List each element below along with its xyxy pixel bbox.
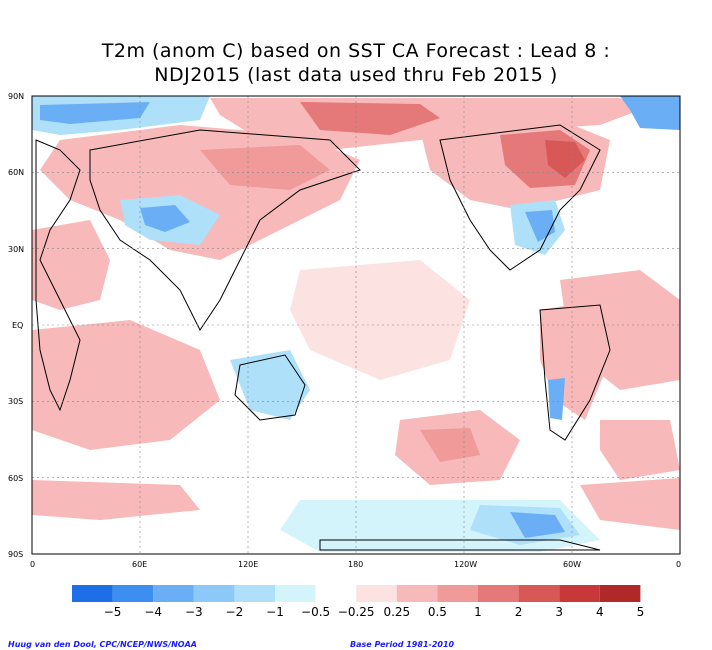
antarctic-cold-max [510, 512, 565, 538]
legend-label: −2 [226, 605, 244, 619]
legend-label: −0.25 [338, 605, 375, 619]
legend-swatch [234, 585, 275, 602]
map-plot-area [31, 95, 681, 555]
legend-swatch [153, 585, 194, 602]
legend-label: 3 [555, 605, 563, 619]
siberia-warm-core [200, 145, 330, 190]
arctic-warm-core [300, 102, 440, 135]
legend-swatch [112, 585, 154, 602]
legend-label: 2 [515, 605, 523, 619]
lat-label: 30S [8, 397, 23, 406]
lat-label: 60S [8, 474, 23, 483]
legend-swatch [599, 585, 641, 602]
map-title-line2: NDJ2015 (last data used thru Feb 2015 ) [154, 64, 558, 86]
central-asia-cold-core [140, 205, 190, 232]
latitude-labels: 90N 60N 30N EQ 30S 60S 90S [8, 92, 24, 559]
credit-base-period: Base Period 1981-2010 [350, 640, 455, 649]
lon-label: 0 [30, 560, 35, 569]
legend-label: −0.5 [301, 605, 330, 619]
southern-ocean-warm-west [32, 480, 200, 520]
color-legend: −5 −4 −3 −2 −1 −0.5 −0.25 0.25 0.5 1 2 3 4 5 [72, 585, 644, 619]
south-atlantic-warm [600, 420, 680, 480]
lat-label: 90S [8, 550, 23, 559]
lat-label: EQ [12, 321, 23, 330]
legend-swatch [72, 585, 113, 602]
legend-swatch [356, 585, 397, 602]
longitude-labels: 0 60E 120E 180 120W 60W 0 [30, 560, 681, 569]
legend-label: −5 [104, 605, 122, 619]
legend-label: −3 [185, 605, 203, 619]
lon-label: 120E [238, 560, 258, 569]
legend-label: 0.25 [383, 605, 410, 619]
legend-swatch [518, 585, 560, 602]
south-pacific-warm-core [420, 428, 480, 462]
pacific-warm [290, 260, 470, 380]
lat-label: 90N [8, 92, 24, 101]
legend-swatch [275, 585, 316, 602]
alaska-warm-max [545, 140, 585, 178]
legend-label: −4 [144, 605, 162, 619]
legend-label: 5 [637, 605, 645, 619]
europe-warm [32, 220, 110, 310]
coastlines [35, 124, 611, 551]
lon-label: 180 [348, 560, 363, 569]
legend-swatch [559, 585, 600, 602]
legend-label: 1 [474, 605, 482, 619]
lon-label: 120W [454, 560, 477, 569]
legend-swatch [478, 585, 519, 602]
legend-swatch [437, 585, 478, 602]
legend-label: −1 [266, 605, 284, 619]
lon-label: 60E [132, 560, 147, 569]
legend-swatch [396, 585, 438, 602]
arctic-cold-west-core [40, 102, 150, 124]
graticule [32, 96, 680, 554]
lat-label: 60N [8, 168, 24, 177]
lon-label: 60W [563, 560, 581, 569]
southern-ocean-warm-east [580, 478, 680, 530]
map-frame [31, 95, 681, 555]
legend-label: 4 [596, 605, 604, 619]
lon-label: 0 [676, 560, 681, 569]
legend-label: 0.5 [428, 605, 447, 619]
arctic-cold-east [620, 96, 680, 130]
lat-label: 30N [8, 245, 24, 254]
indian-ocean-warm [32, 320, 220, 450]
legend-swatch [315, 585, 357, 602]
legend-swatch [193, 585, 235, 602]
australia-cold [230, 350, 310, 420]
map-title-line1: T2m (anom C) based on SST CA Forecast : … [101, 40, 611, 62]
south-america-cold [548, 378, 565, 420]
credit-author: Huug van den Dool, CPC/NCEP/NWS/NOAA [8, 640, 197, 649]
